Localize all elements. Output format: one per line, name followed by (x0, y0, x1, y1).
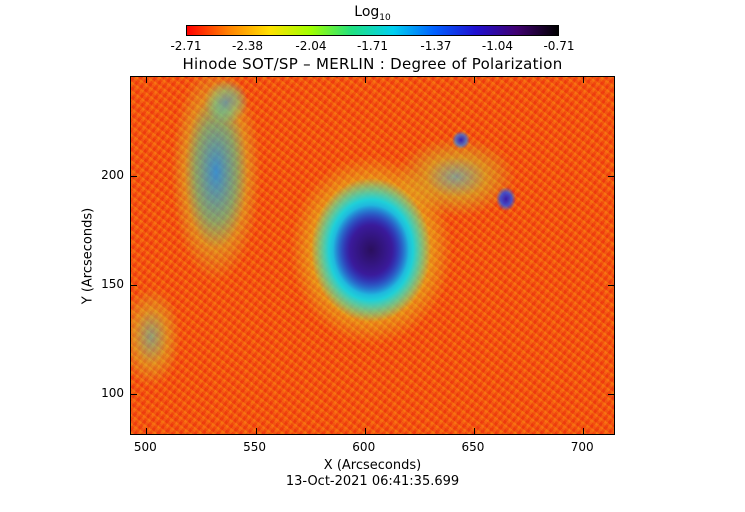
x-tick-mark (146, 428, 148, 434)
y-tick-mark (608, 284, 614, 286)
x-tick-label: 700 (570, 440, 594, 454)
colorbar-title-subscript: 10 (379, 12, 391, 23)
plot-title: Hinode SOT/SP – MERLIN : Degree of Polar… (182, 55, 563, 73)
x-tick-mark (146, 77, 148, 83)
y-tick-mark (608, 175, 614, 177)
x-tick-label: 650 (461, 440, 485, 454)
x-axis-label: X (Arcseconds) (323, 458, 422, 473)
x-tick-mark (583, 428, 585, 434)
colorbar-tick-label: -2.38 (232, 39, 264, 53)
y-tick-label: 200 (101, 167, 124, 182)
colorbar-tick-label: -1.71 (356, 39, 389, 53)
y-tick-label: 100 (101, 386, 124, 401)
colorbar-title: Log10 (0, 4, 745, 23)
x-tick-label: 600 (352, 440, 376, 454)
x-tick-mark (255, 428, 257, 434)
x-tick-mark (583, 77, 585, 83)
x-tick-mark (364, 428, 366, 434)
x-tick-mark (364, 77, 366, 83)
colorbar-tick-label: -2.04 (295, 39, 327, 53)
y-tick-label: 150 (101, 276, 124, 291)
x-tick-mark (473, 428, 475, 434)
y-tick-mark (131, 175, 137, 177)
colorbar (186, 25, 559, 36)
colorbar-tick-label: -1.04 (481, 39, 513, 53)
x-tick-label: 500 (133, 440, 157, 454)
timestamp: 13-Oct-2021 06:41:35.699 (285, 474, 460, 489)
x-tick-mark (255, 77, 257, 83)
x-tick-label: 550 (243, 440, 266, 454)
colorbar-tick-label: -1.37 (420, 39, 452, 53)
colorbar-tick-label: -2.71 (170, 39, 202, 53)
y-tick-mark (131, 284, 137, 286)
colorbar-tick-label: -0.71 (543, 39, 575, 53)
colorbar-title-text: Log (354, 4, 380, 20)
y-tick-mark (131, 394, 137, 396)
y-axis-label: Y (Arcseconds) (80, 207, 96, 305)
polarization-map-image (130, 76, 615, 435)
y-tick-mark (608, 394, 614, 396)
x-tick-mark (473, 77, 475, 83)
